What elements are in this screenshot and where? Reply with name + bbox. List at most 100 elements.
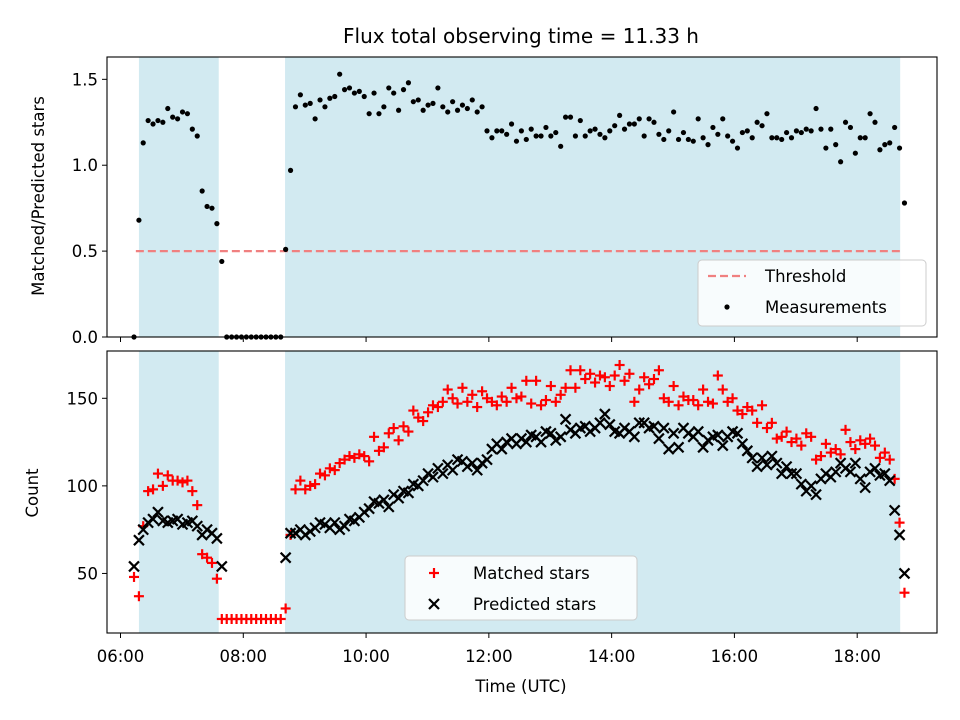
matched-star-point bbox=[295, 475, 306, 486]
predicted-star-point bbox=[854, 473, 867, 485]
matched-star-point bbox=[418, 416, 429, 427]
measurement-point bbox=[867, 111, 873, 117]
measurement-point bbox=[518, 128, 524, 134]
matched-star-point bbox=[879, 447, 890, 458]
measurement-point bbox=[892, 124, 898, 131]
measurement-point bbox=[513, 138, 520, 144]
measurement-point bbox=[896, 145, 903, 151]
matched-star-point bbox=[133, 591, 144, 602]
matched-star-point bbox=[747, 405, 758, 416]
matched-star-point bbox=[305, 480, 316, 491]
measurement-point bbox=[459, 102, 466, 108]
measurement-point bbox=[582, 133, 588, 139]
matched-star-point bbox=[437, 396, 448, 407]
predicted-star-point bbox=[520, 436, 533, 448]
matched-star-point bbox=[393, 435, 404, 446]
matched-star-point bbox=[423, 407, 434, 418]
measurement-point bbox=[346, 85, 353, 91]
matched-star-point bbox=[815, 451, 826, 462]
measurement-point bbox=[636, 116, 642, 122]
measurement-point bbox=[479, 104, 485, 110]
measurement-point bbox=[533, 133, 539, 139]
predicted-star-point bbox=[191, 520, 204, 532]
measurement-point bbox=[287, 167, 294, 173]
measurement-point bbox=[744, 128, 750, 134]
matched-star-point bbox=[521, 375, 532, 386]
measurement-point bbox=[690, 138, 696, 144]
matched-star-point bbox=[712, 370, 723, 381]
measurement-point bbox=[631, 121, 637, 127]
measurement-point bbox=[307, 100, 313, 106]
measurement-point bbox=[793, 128, 800, 134]
predicted-star-point bbox=[775, 467, 788, 480]
matched-star-point bbox=[614, 360, 625, 371]
matched-star-point bbox=[707, 398, 718, 409]
legend-matched-swatch bbox=[429, 568, 439, 578]
predicted-star-point bbox=[628, 431, 641, 443]
bottom-legend: Matched stars Predicted stars bbox=[404, 555, 638, 621]
matched-star-point bbox=[594, 370, 605, 381]
measurement-point bbox=[572, 133, 579, 139]
measurement-point bbox=[150, 121, 156, 127]
measurement-point bbox=[356, 88, 362, 94]
predicted-star-point bbox=[736, 438, 749, 450]
predicted-star-point bbox=[328, 516, 341, 529]
measurement-point bbox=[833, 142, 839, 148]
measurement-point bbox=[602, 135, 608, 141]
matched-star-point bbox=[717, 384, 728, 395]
measurement-point bbox=[302, 102, 308, 108]
y-tick-label: 0.0 bbox=[72, 328, 98, 347]
measurement-point bbox=[464, 105, 470, 112]
measurement-point bbox=[494, 128, 500, 134]
predicted-star-point bbox=[392, 492, 405, 504]
matched-star-point bbox=[781, 426, 792, 437]
measurement-point bbox=[504, 131, 510, 137]
matched-star-point bbox=[599, 372, 610, 383]
predicted-star-point bbox=[741, 445, 754, 457]
measurement-point bbox=[607, 128, 613, 134]
measurement-point bbox=[386, 85, 392, 91]
measurement-point bbox=[194, 133, 200, 139]
measurement-point bbox=[136, 217, 142, 223]
predicted-star-point bbox=[869, 462, 881, 475]
matched-star-point bbox=[693, 400, 704, 411]
measurement-point bbox=[312, 116, 318, 122]
matched-star-point bbox=[388, 423, 399, 434]
matched-star-point bbox=[192, 500, 203, 511]
matched-star-point bbox=[865, 433, 876, 444]
measurement-point bbox=[651, 119, 657, 125]
measurement-point bbox=[214, 221, 220, 227]
measurement-point bbox=[749, 135, 755, 141]
measurement-point bbox=[508, 121, 515, 127]
measurement-point bbox=[558, 143, 564, 149]
matched-star-point bbox=[457, 382, 468, 393]
legend-predicted-marker bbox=[428, 598, 440, 610]
predicted-star-point bbox=[633, 417, 646, 429]
matched-star-point bbox=[555, 389, 566, 400]
matched-star-point bbox=[359, 451, 370, 462]
measurement-point bbox=[779, 136, 785, 143]
matched-star-point bbox=[604, 381, 615, 392]
x-tick-label: 06:00 bbox=[97, 647, 145, 666]
measurement-point bbox=[587, 128, 593, 134]
measurement-point bbox=[396, 107, 402, 113]
matched-star-point bbox=[629, 396, 640, 407]
measurement-point bbox=[391, 90, 397, 96]
measurement-point bbox=[715, 131, 721, 137]
predicted-star-point bbox=[805, 480, 817, 492]
predicted-star-point bbox=[780, 460, 793, 473]
measurement-point bbox=[823, 145, 829, 151]
matched-star-point bbox=[752, 417, 763, 428]
predicted-star-point bbox=[446, 464, 459, 476]
predicted-star-point bbox=[648, 420, 660, 433]
x-tick-label: 08:00 bbox=[220, 647, 268, 666]
measurement-point bbox=[612, 123, 618, 129]
measurement-point bbox=[184, 111, 191, 117]
predicted-star-point bbox=[535, 436, 547, 448]
y-tick-label: 1.5 bbox=[72, 70, 98, 89]
predicted-star-point bbox=[471, 464, 483, 476]
measurement-point bbox=[454, 107, 461, 113]
predicted-star-point bbox=[849, 457, 862, 469]
measurement-point bbox=[656, 131, 662, 137]
measurement-point bbox=[661, 136, 667, 143]
